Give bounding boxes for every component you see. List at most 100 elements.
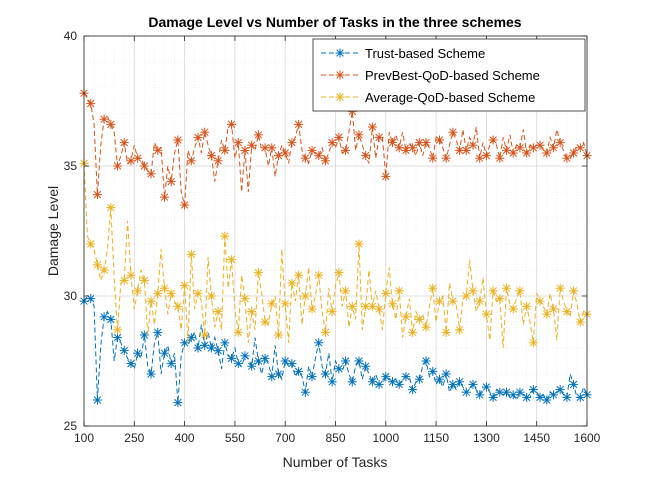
data-point-marker [495,294,505,304]
data-point-marker [341,356,351,366]
tick-layer: 100 250 400 550 700 850 1000 1150 1300 1450 1600 25… [64,29,601,445]
data-point-marker [555,138,565,148]
data-point-marker [294,366,304,376]
data-point-marker [455,325,465,335]
y-tick-label: 30 [64,289,78,303]
data-point-marker [542,148,552,158]
data-point-marker [401,145,411,155]
data-point-marker [421,322,431,332]
data-point-marker [502,283,512,293]
x-tick-label: 100 [74,431,94,445]
data-point-marker [575,392,585,402]
data-point-marker [267,299,277,309]
data-point-marker [502,387,512,397]
data-point-marker [448,379,458,389]
data-point-marker [528,143,538,153]
data-point-marker [481,151,491,161]
data-point-marker [455,377,465,387]
data-point-marker [428,153,438,163]
data-point-marker [320,156,330,166]
data-point-marker [267,372,277,382]
data-point-marker [441,369,451,379]
data-point-marker [448,127,458,137]
data-point-marker [206,343,216,353]
data-point-marker [522,301,532,311]
series-3 [79,158,592,349]
data-point-marker [307,145,317,155]
data-point-marker [421,138,431,148]
x-tick-label: 250 [124,431,144,445]
data-point-marker [213,156,223,166]
data-point-marker [495,387,505,397]
data-point-marker [92,190,102,200]
data-point-marker [508,304,518,314]
data-point-marker [227,255,237,265]
data-point-marker [475,153,485,163]
data-point-marker [153,288,163,298]
data-point-marker [206,291,216,301]
data-point-marker [374,379,384,389]
data-point-marker [139,275,149,285]
data-point-marker [233,359,243,369]
data-point-marker [92,260,102,270]
series-2 [79,88,592,210]
data-point-marker [247,307,257,317]
data-point-marker [388,299,398,309]
data-point-marker [247,361,257,371]
data-point-marker [273,369,283,379]
data-point-marker [535,140,545,150]
data-point-marker [448,296,458,306]
data-point-marker [267,143,277,153]
data-point-marker [367,301,377,311]
data-point-marker [227,353,237,363]
data-point-marker [193,288,203,298]
data-point-marker [562,153,572,163]
data-point-marker [327,377,337,387]
data-point-marker [113,161,123,171]
data-point-marker [515,143,525,153]
data-point-marker [488,286,498,296]
data-point-marker [508,390,518,400]
data-point-marker [273,151,283,161]
legend: Trust-based Scheme PrevBest-QoD-based Sch… [312,38,586,112]
data-point-marker [287,359,297,369]
data-point-marker [374,132,384,142]
data-point-marker [548,304,558,314]
data-point-marker [139,161,149,171]
data-point-marker [314,270,324,280]
x-tick-label: 700 [275,431,295,445]
data-point-marker [180,281,190,291]
series-line [83,295,588,403]
data-point-marker [381,288,391,298]
legend-marker [335,92,345,102]
data-point-marker [475,390,485,400]
data-point-marker [434,296,444,306]
data-point-marker [220,338,230,348]
data-point-marker [481,382,491,392]
data-point-marker [354,130,364,140]
data-point-marker [294,119,304,129]
data-point-marker [488,392,498,402]
data-point-marker [233,327,243,337]
data-point-marker [528,338,538,348]
x-tick-label: 1000 [372,431,399,445]
data-point-marker [273,330,283,340]
data-point-marker [159,283,169,293]
data-point-marker [381,171,391,181]
data-point-marker [106,314,116,324]
data-point-marker [468,379,478,389]
data-point-marker [260,353,270,363]
data-point-marker [481,309,491,319]
legend-box [312,38,586,112]
data-point-marker [354,356,364,366]
data-point-marker [562,392,572,402]
data-point-marker [240,351,250,361]
data-point-marker [126,270,136,280]
data-point-marker [414,374,424,384]
data-point-marker [367,122,377,132]
data-point-marker [220,145,230,155]
x-tick-label: 1300 [473,431,500,445]
data-point-marker [347,377,357,387]
x-tick-label: 1450 [523,431,550,445]
data-point-marker [374,304,384,314]
